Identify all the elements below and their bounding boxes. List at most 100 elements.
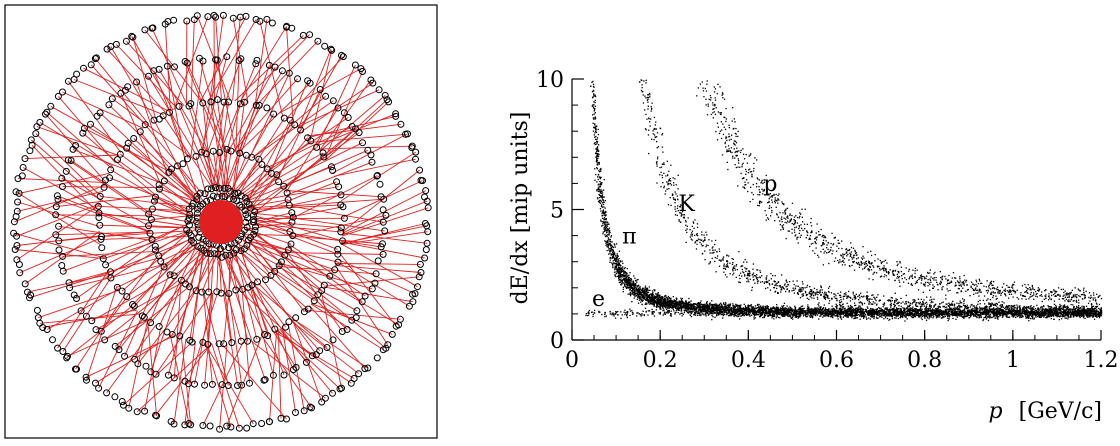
scatter-point — [991, 316, 993, 319]
scatter-point — [711, 309, 713, 311]
scatter-point — [623, 283, 626, 285]
scatter-point — [1067, 318, 1069, 320]
scatter-point — [1070, 316, 1072, 318]
track-line — [82, 132, 156, 196]
scatter-point — [773, 314, 776, 316]
scatter-point — [648, 295, 651, 297]
scatter-point — [749, 311, 751, 313]
scatter-point — [872, 315, 874, 318]
scatter-point — [755, 310, 757, 312]
scatter-point — [600, 168, 602, 171]
scatter-point — [952, 314, 955, 316]
hit-marker — [422, 187, 430, 195]
scatter-point — [1025, 317, 1027, 319]
scatter-point — [628, 279, 630, 281]
scatter-point — [903, 309, 905, 311]
hit-marker — [77, 307, 85, 315]
scatter-point — [594, 312, 596, 314]
hit-marker — [170, 272, 178, 280]
track-line — [50, 105, 125, 148]
scatter-point — [1037, 309, 1039, 311]
scatter-point — [733, 315, 735, 318]
scatter-point — [783, 302, 786, 304]
scatter-point — [1022, 315, 1024, 318]
track-line — [95, 58, 149, 125]
track-line — [68, 257, 160, 284]
scatter-point — [654, 289, 656, 291]
scatter-point — [984, 310, 986, 312]
scatter-point — [847, 312, 849, 314]
scatter-point — [624, 276, 626, 278]
hit-marker — [133, 408, 141, 416]
hit-marker — [146, 229, 154, 237]
scatter-point — [598, 311, 600, 314]
hit-marker — [377, 243, 385, 251]
scatter-point — [758, 308, 761, 310]
scatter-point — [973, 315, 975, 317]
track-line — [158, 245, 198, 327]
scatter-point — [629, 272, 631, 274]
scatter-point — [618, 277, 620, 279]
scatter-point — [904, 316, 906, 318]
hit-marker — [275, 262, 283, 270]
scatter-point — [872, 313, 875, 315]
scatter-point — [685, 302, 688, 304]
scatter-point — [599, 208, 602, 210]
hit-marker — [21, 280, 29, 288]
scatter-point — [636, 281, 638, 283]
track-line — [100, 195, 192, 208]
scatter-point — [667, 299, 669, 301]
track-line — [200, 56, 228, 154]
scatter-point — [973, 313, 975, 316]
scatter-point — [885, 308, 887, 310]
hit-marker — [263, 15, 271, 23]
scatter-point — [713, 311, 715, 313]
scatter-point — [911, 307, 913, 309]
hit-marker — [145, 72, 152, 80]
scatter-point — [805, 311, 807, 314]
hit-marker — [336, 385, 344, 393]
scatter-point — [890, 310, 892, 312]
scatter-point — [596, 181, 598, 183]
scatter-point — [1004, 314, 1007, 316]
scatter-point — [909, 309, 911, 311]
track-line — [118, 276, 176, 350]
track-line — [307, 123, 401, 137]
scatter-point — [626, 276, 628, 278]
scatter-point — [795, 314, 797, 316]
hit-marker — [292, 314, 300, 322]
scatter-point — [939, 316, 941, 318]
scatter-point — [1096, 309, 1098, 311]
scatter-point — [645, 296, 647, 298]
hit-marker — [227, 187, 235, 195]
scatter-point — [711, 319, 713, 321]
scatter-point — [675, 311, 677, 313]
scatter-point — [759, 314, 761, 316]
track-line — [287, 323, 305, 411]
scatter-point — [835, 306, 837, 308]
scatter-point — [637, 294, 639, 296]
scatter-point — [602, 231, 604, 233]
scatter-point — [1050, 311, 1052, 313]
scatter-point — [601, 202, 604, 204]
scatter-point — [981, 308, 983, 310]
hit-marker — [123, 293, 131, 301]
scatter-point — [794, 316, 796, 318]
hit-marker — [265, 418, 273, 426]
scatter-point — [870, 315, 872, 318]
scatter-point — [688, 307, 691, 309]
track-line — [219, 255, 233, 343]
scatter-point — [781, 307, 783, 310]
scatter-point — [642, 310, 644, 312]
hit-marker — [252, 60, 260, 68]
track-line — [133, 138, 199, 198]
scatter-point — [946, 314, 948, 316]
hit-marker — [278, 67, 286, 75]
scatter-point — [797, 310, 799, 312]
scatter-point — [711, 311, 714, 313]
scatter-point — [1067, 311, 1069, 314]
track-line — [63, 237, 152, 272]
scatter-point — [676, 299, 678, 301]
scatter-point — [700, 314, 702, 317]
scatter-point — [766, 305, 768, 307]
